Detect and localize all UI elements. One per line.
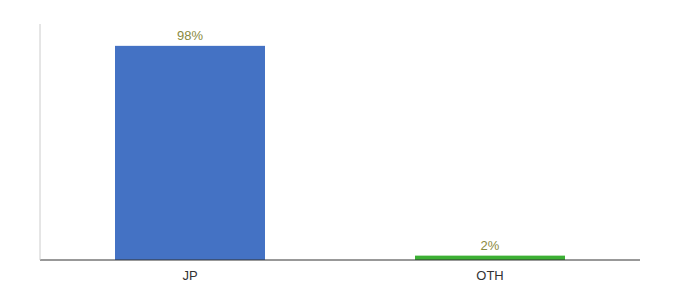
data-labels: 98% 2% xyxy=(177,28,500,253)
x-axis-line xyxy=(40,260,640,261)
bar xyxy=(115,46,265,260)
bars xyxy=(115,46,565,260)
x-tick-label: OTH xyxy=(476,268,503,283)
x-tick-label: JP xyxy=(182,268,197,283)
y-range-line xyxy=(40,24,41,260)
data-label: 2% xyxy=(481,238,500,253)
data-label: 98% xyxy=(177,28,203,43)
chart: JP OTH 98% 2% xyxy=(0,0,680,300)
bar xyxy=(415,256,565,260)
page: {"chart_data": {"type": "bar", "categori… xyxy=(0,0,680,300)
plot-area: JP OTH 98% 2% xyxy=(40,24,640,283)
